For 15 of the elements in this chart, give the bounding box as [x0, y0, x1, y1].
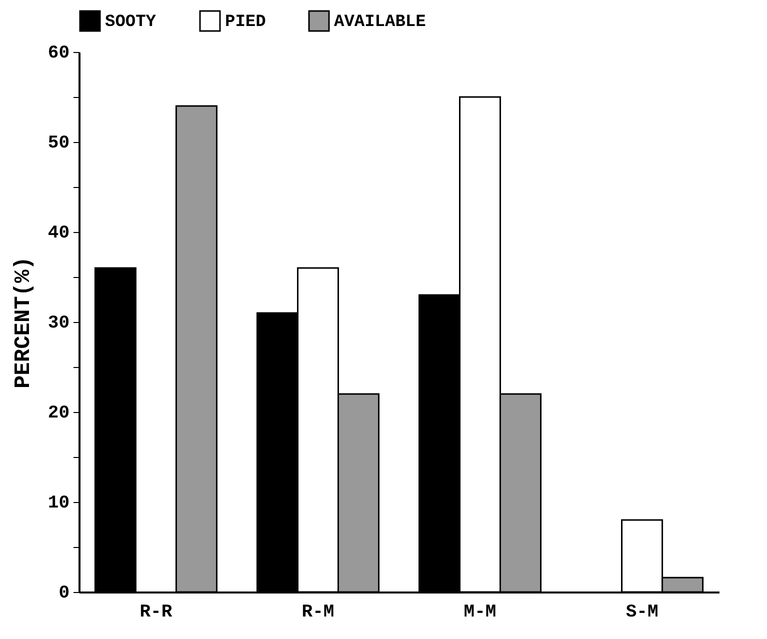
- x-tick-label: M-M: [464, 602, 496, 622]
- y-tick-label: 0: [58, 584, 70, 604]
- legend-label: PIED: [225, 13, 266, 32]
- y-tick-label: 10: [48, 494, 70, 514]
- y-tick-label: 60: [48, 44, 70, 64]
- y-tick-label: 30: [48, 314, 70, 334]
- y-tick-label: 40: [48, 224, 70, 244]
- y-axis-title: PERCENT(%): [10, 256, 36, 389]
- y-tick-label: 50: [48, 134, 70, 154]
- y-tick-label: 20: [48, 404, 70, 424]
- x-tick-label: S-M: [626, 602, 658, 622]
- x-tick-label: R-R: [140, 602, 172, 622]
- legend-label: SOOTY: [105, 13, 157, 32]
- legend-label: AVAILABLE: [334, 13, 426, 32]
- x-tick-label: R-M: [302, 602, 334, 622]
